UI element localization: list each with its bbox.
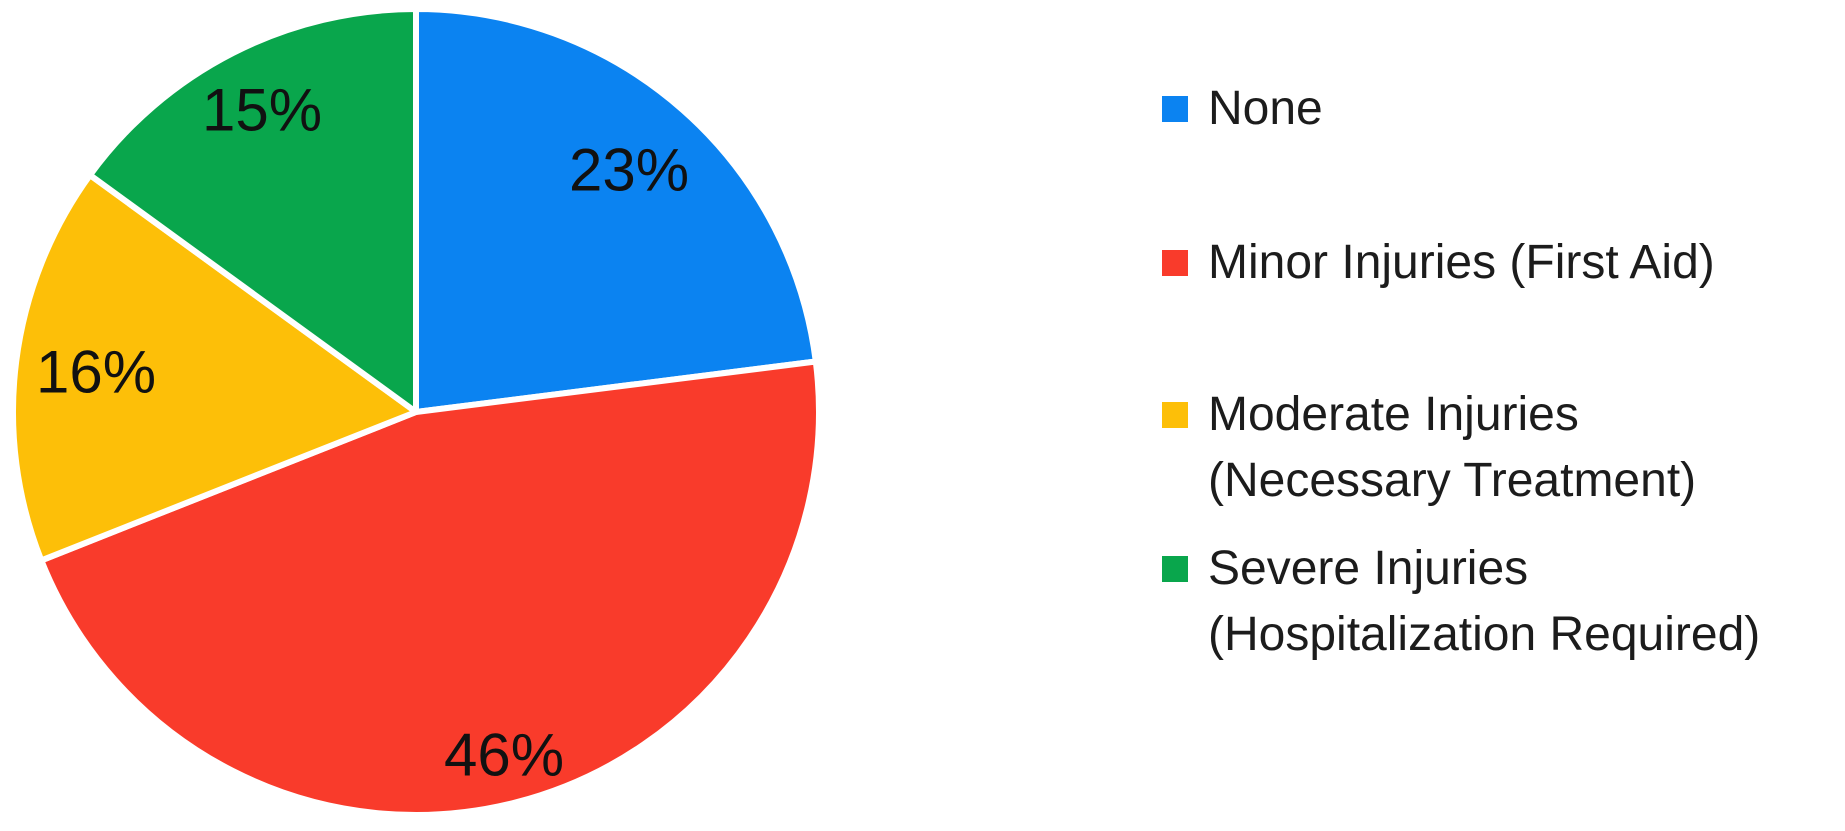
- legend-label-line: Severe Injuries: [1208, 542, 1529, 595]
- legend-swatch-severe-injuries: [1162, 556, 1188, 582]
- legend-label-line: (Necessary Treatment): [1208, 454, 1697, 507]
- legend-item-minor-injuries: Minor Injuries (First Aid): [1162, 230, 1715, 296]
- legend-label-line: (Hospitalization Required): [1208, 608, 1761, 661]
- legend-item-severe-injuries: Severe Injuries (Hospitalization Required…: [1162, 536, 1760, 668]
- pie-percent-label-moderate-injuries: 16%: [36, 339, 156, 406]
- legend-item-none: None: [1162, 76, 1323, 142]
- pie-slice-minor-injuries: [38, 358, 822, 818]
- legend-swatch-minor-injuries: [1162, 250, 1188, 276]
- pie-slice-none: [413, 6, 819, 415]
- pie-percent-label-severe-injuries: 15%: [202, 77, 322, 144]
- legend-label-none: None: [1208, 76, 1323, 142]
- legend-item-moderate-injuries: Moderate Injuries (Necessary Treatment): [1162, 382, 1696, 514]
- legend-label-severe-injuries: Severe Injuries (Hospitalization Required…: [1208, 536, 1760, 668]
- legend-label-line: None: [1208, 82, 1323, 135]
- pie-slice-severe-injuries: [87, 6, 419, 415]
- legend-label-line: Minor Injuries (First Aid): [1208, 236, 1715, 289]
- legend-label-line: Moderate Injuries: [1208, 388, 1579, 441]
- pie-slice-moderate-injuries: [10, 172, 419, 564]
- legend-swatch-none: [1162, 96, 1188, 122]
- legend-label-minor-injuries: Minor Injuries (First Aid): [1208, 230, 1715, 296]
- pie-percent-label-minor-injuries: 46%: [444, 722, 564, 789]
- legend-label-moderate-injuries: Moderate Injuries (Necessary Treatment): [1208, 382, 1696, 514]
- pie-percent-label-none: 23%: [569, 137, 689, 204]
- legend-swatch-moderate-injuries: [1162, 402, 1188, 428]
